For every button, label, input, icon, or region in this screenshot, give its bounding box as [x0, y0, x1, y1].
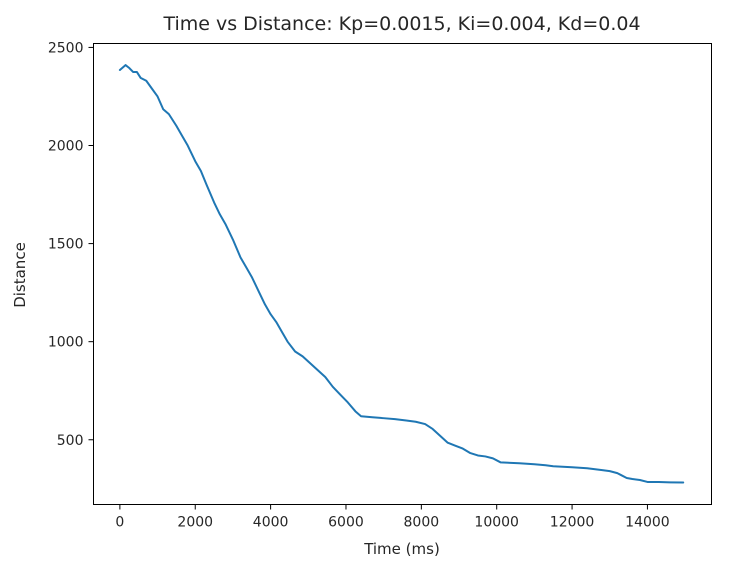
y-axis-label: Distance — [11, 242, 29, 308]
y-tick-label: 500 — [57, 433, 84, 449]
y-axis: 500 1000 1500 2000 2500 — [48, 40, 94, 449]
x-tick-label: 8000 — [404, 515, 440, 531]
y-tick-label: 2500 — [48, 40, 84, 56]
x-tick-label: 14000 — [625, 515, 670, 531]
y-tick-label: 1000 — [48, 335, 84, 351]
x-axis-label: Time (ms) — [363, 540, 440, 558]
chart-title: Time vs Distance: Kp=0.0015, Ki=0.004, K… — [162, 13, 640, 35]
x-tick-label: 0 — [115, 515, 124, 531]
y-tick-label: 1500 — [48, 237, 84, 253]
plot-area — [93, 43, 712, 505]
x-tick-label: 2000 — [177, 515, 213, 531]
series-line — [118, 64, 685, 484]
x-tick-label: 12000 — [550, 515, 595, 531]
x-tick-label: 10000 — [474, 515, 519, 531]
x-tick-label: 4000 — [253, 515, 289, 531]
x-tick-label: 6000 — [328, 515, 364, 531]
y-tick-label: 2000 — [48, 139, 84, 155]
x-axis: 0 2000 4000 6000 8000 10000 12000 14000 — [115, 504, 670, 531]
